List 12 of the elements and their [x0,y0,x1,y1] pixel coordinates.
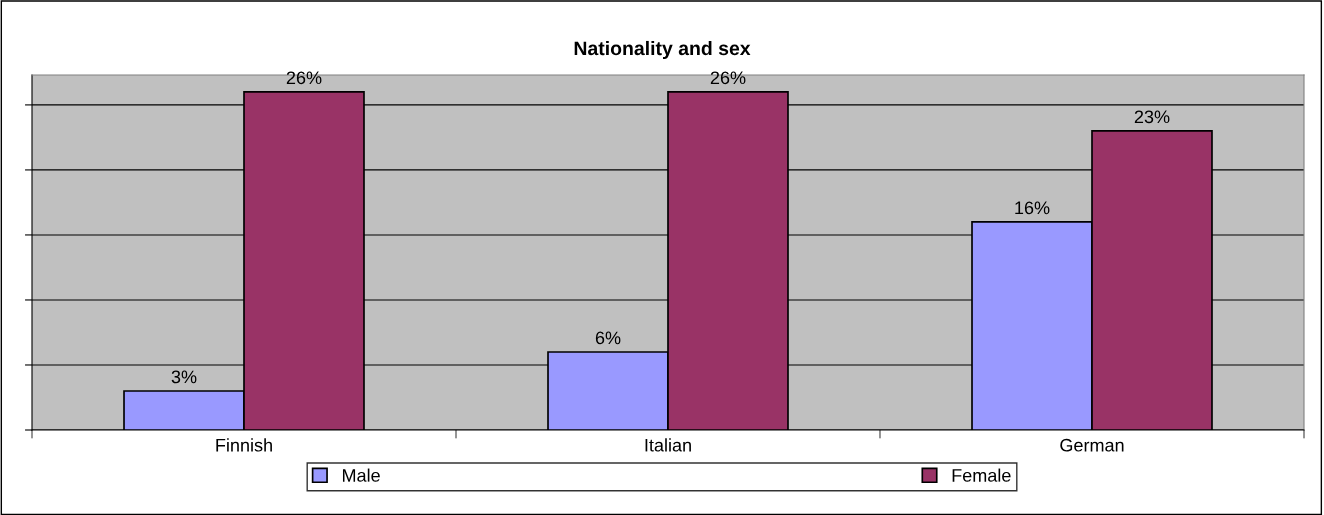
data-label: 3% [171,370,197,384]
x-tick-label: Finnish [216,438,272,452]
data-label: 26% [286,71,322,85]
legend-label: Female [952,468,1011,482]
data-label: 26% [710,71,746,85]
x-tick-label: German [1060,438,1124,452]
chart-title: Nationality and sex [574,40,751,60]
x-tick-label: Italian [645,438,691,452]
data-label: 23% [1134,110,1170,124]
data-label: 6% [595,331,621,345]
data-label: 16% [1015,201,1050,215]
legend-label: Male [342,468,380,482]
